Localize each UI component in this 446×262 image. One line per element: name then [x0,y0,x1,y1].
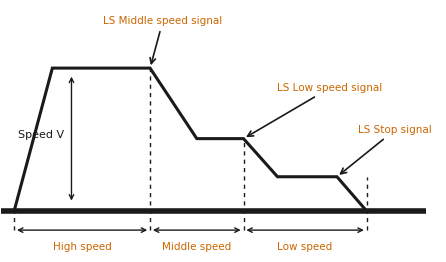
Text: High speed: High speed [53,242,112,252]
Text: Middle speed: Middle speed [162,242,231,252]
Text: Speed V: Speed V [18,130,65,140]
Text: LS Low speed signal: LS Low speed signal [248,83,383,136]
Text: LS Middle speed signal: LS Middle speed signal [103,16,223,64]
Text: Low speed: Low speed [277,242,333,252]
Text: LS Stop signal: LS Stop signal [341,125,432,174]
